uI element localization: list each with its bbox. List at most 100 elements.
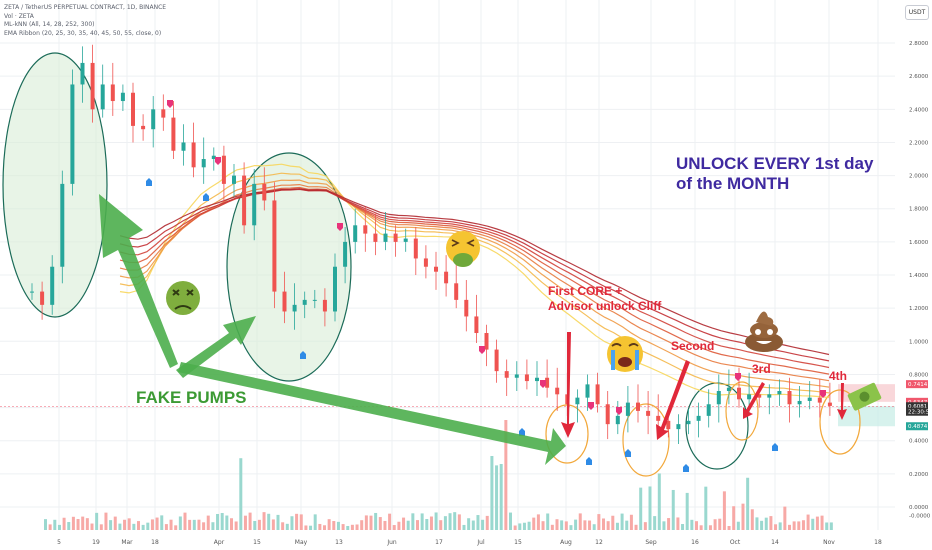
emoji-eyes <box>611 343 639 347</box>
volume-bar <box>44 519 47 530</box>
buy-signal <box>146 178 152 186</box>
price-tag: 0.4874 <box>906 422 928 431</box>
volume-bar <box>109 520 113 530</box>
volume-bar <box>620 513 624 530</box>
candle-body <box>120 92 125 102</box>
volume-bar <box>127 518 131 530</box>
candle-body <box>413 238 418 259</box>
y-tick-label: 2.0000 <box>909 174 929 180</box>
candle-body <box>615 415 620 425</box>
volume-bar <box>513 525 517 530</box>
price-tag-label: 0.6081 <box>908 404 927 410</box>
highlight-oval <box>819 389 861 455</box>
volume-bar <box>704 486 708 530</box>
x-tick-label: Nov <box>823 539 835 546</box>
volume-bar <box>67 522 71 530</box>
emoji-face <box>166 281 200 315</box>
volume-bar <box>383 520 387 530</box>
candle-body <box>252 183 257 226</box>
x-tick-label: 17 <box>435 539 443 546</box>
volume-bar <box>248 512 252 530</box>
y-tick-label: 0.8000 <box>909 372 929 378</box>
second-arrow <box>656 360 690 440</box>
volume-bar <box>132 523 136 530</box>
x-tick-label: 14 <box>771 539 779 546</box>
candle-body <box>757 394 762 398</box>
legend-ema[interactable]: EMA Ribbon (20, 25, 30, 35, 40, 45, 50, … <box>4 29 162 37</box>
poop-eye <box>767 329 773 335</box>
volume-bar <box>467 518 471 530</box>
candle-body <box>30 291 34 293</box>
x-tick-label: 18 <box>874 539 882 546</box>
volume-bar <box>192 519 196 530</box>
volume-bar <box>722 491 726 530</box>
ema-line <box>119 188 830 362</box>
crying-face-emoji <box>607 336 643 372</box>
volume-bar <box>648 486 652 530</box>
volume-bar <box>234 521 238 530</box>
price-tag-label: 22:30:50 <box>908 410 932 416</box>
volume-bar <box>304 525 308 530</box>
y-tick-label: 1.6000 <box>909 240 929 246</box>
volume-bar <box>564 521 568 530</box>
candle-body <box>181 142 186 151</box>
volume-bar <box>160 515 164 530</box>
candle-body <box>777 391 782 395</box>
candle-body <box>706 404 711 416</box>
volume-bar <box>778 522 782 530</box>
poop-eye <box>755 329 761 335</box>
candle-body <box>343 241 348 267</box>
poop-mouth <box>756 341 772 344</box>
legend-vol[interactable]: Vol · ZETA <box>4 12 34 20</box>
volume-bar <box>243 515 247 530</box>
volume-bar <box>788 524 791 530</box>
volume-bar <box>583 520 587 530</box>
price-tag: 0.6081 <box>906 402 928 411</box>
candle-body <box>211 155 216 160</box>
volume-bar <box>327 519 331 530</box>
volume-bar <box>141 524 145 530</box>
volume-bar <box>164 524 168 530</box>
volume-bar <box>746 477 750 530</box>
volume-bar <box>695 521 698 530</box>
volume-bar <box>397 521 401 530</box>
volume-bar <box>671 489 675 530</box>
volume-bar <box>643 522 647 530</box>
volume-bar <box>727 525 731 530</box>
volume-bar <box>374 512 378 530</box>
indicator-legend: ZETA / TetherUS PERPETUAL CONTRACT, 1D, … <box>4 4 166 38</box>
ema-line <box>119 179 830 388</box>
candle-body <box>545 377 550 388</box>
volume-bar <box>750 509 754 530</box>
x-tick-label: 16 <box>691 539 699 546</box>
volume-bar <box>76 519 80 530</box>
volume-bar <box>416 520 419 530</box>
y-tick-label: 1.0000 <box>909 339 929 345</box>
volume-bar <box>546 513 550 530</box>
volume-bar <box>471 520 475 530</box>
volume-bar <box>281 522 285 530</box>
volume-bar <box>825 522 829 530</box>
sell-signal <box>479 346 485 354</box>
candle-body <box>90 62 95 110</box>
legend-symbol[interactable]: ZETA / TetherUS PERPETUAL CONTRACT, 1D, … <box>4 4 167 11</box>
sell-signal <box>616 407 622 415</box>
x-tick-label: 15 <box>253 539 261 546</box>
ema-line <box>119 188 830 356</box>
volume-bar <box>425 519 429 530</box>
volume-bar <box>350 524 354 530</box>
legend-knn[interactable]: ML-kNN (All, 14, 28, 252, 300) <box>4 21 95 28</box>
volume-bar <box>434 512 438 530</box>
volume-bar <box>57 524 61 530</box>
y-tick-label: 2.8000 <box>909 41 929 47</box>
price-tag-bg <box>906 380 928 389</box>
currency-button[interactable]: USDT <box>905 5 929 20</box>
candle-body <box>474 316 479 334</box>
volume-bar <box>792 521 796 530</box>
volume-bar <box>555 519 559 530</box>
volume-bar <box>685 492 689 530</box>
candle-body <box>403 238 408 242</box>
volume-bar <box>820 515 824 530</box>
volume-bar <box>625 520 629 530</box>
